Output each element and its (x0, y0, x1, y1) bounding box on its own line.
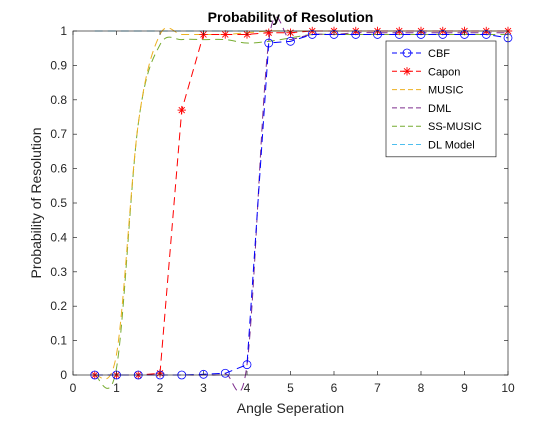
legend-box (385, 40, 497, 158)
x-tick-label: 3 (200, 381, 207, 395)
y-axis-ticks: 0 0.1 0.2 0.3 0.4 0.5 0.6 0.7 0.8 0.9 1 (50, 24, 508, 382)
data-point-capon (221, 30, 230, 39)
data-point-capon (264, 28, 273, 37)
legend: CBF Capon MUSIC DML SS-MUSIC DL Model (385, 40, 497, 158)
legend-marker (402, 48, 412, 58)
data-point-capon (177, 105, 186, 115)
legend-item-capon: Capon (392, 66, 460, 78)
chart-title: Probability of Resolution (208, 9, 374, 25)
x-tick-label: 8 (418, 381, 425, 395)
x-tick-label: 10 (501, 381, 515, 395)
x-tick-label: 5 (287, 381, 294, 395)
legend-label: DL Model (428, 140, 475, 152)
legend-item-ss-music: SS-MUSIC (392, 121, 482, 133)
series-dml (94, 16, 508, 393)
data-point-cbf (416, 30, 426, 39)
series-line-dml (94, 16, 508, 393)
legend-label: Capon (428, 66, 460, 78)
legend-item-dml: DML (392, 103, 451, 115)
y-tick-label: 0.1 (50, 334, 67, 348)
data-point-cbf (351, 30, 361, 39)
legend-marker (402, 67, 412, 76)
legend-label: SS-MUSIC (428, 121, 482, 133)
data-point-cbf (394, 30, 404, 39)
y-tick-label: 1 (60, 24, 67, 38)
legend-item-dl-model: DL Model (392, 140, 475, 152)
y-axis-label: Probability of Resolution (28, 128, 44, 279)
x-tick-label: 4 (244, 381, 251, 395)
x-tick-label: 6 (331, 381, 338, 395)
x-tick-label: 9 (461, 381, 468, 395)
y-tick-label: 0.5 (50, 196, 67, 210)
data-point-cbf (264, 38, 274, 48)
legend-item-cbf: CBF (392, 48, 450, 60)
y-tick-label: 0.7 (50, 127, 67, 141)
x-tick-label: 2 (157, 381, 164, 395)
x-tick-label: 0 (70, 381, 77, 395)
data-point-cbf (438, 30, 448, 39)
y-tick-label: 0.4 (50, 230, 67, 244)
data-point-cbf (307, 30, 317, 39)
legend-label: MUSIC (428, 85, 464, 97)
x-axis-ticks: 0 1 2 3 4 5 6 7 8 9 10 (70, 31, 515, 395)
y-tick-label: 0 (60, 368, 67, 382)
legend-label: DML (428, 103, 451, 115)
data-point-cbf (286, 36, 295, 46)
y-tick-label: 0.6 (50, 162, 67, 176)
x-tick-label: 1 (113, 381, 120, 395)
data-point-cbf (242, 360, 252, 370)
data-point-cbf (199, 369, 208, 379)
data-point-cbf (329, 30, 339, 39)
data-point-cbf (481, 30, 491, 39)
legend-label: CBF (428, 48, 450, 60)
data-point-cbf (220, 368, 230, 378)
data-point-cbf (460, 30, 469, 39)
y-tick-label: 0.8 (50, 93, 67, 107)
y-tick-label: 0.3 (50, 265, 67, 279)
legend-item-music: MUSIC (392, 85, 464, 97)
y-tick-label: 0.2 (50, 299, 67, 313)
data-point-cbf (373, 30, 382, 39)
x-axis-label: Angle Seperation (237, 400, 344, 416)
x-tick-label: 7 (374, 381, 381, 395)
y-tick-label: 0.9 (50, 58, 67, 72)
